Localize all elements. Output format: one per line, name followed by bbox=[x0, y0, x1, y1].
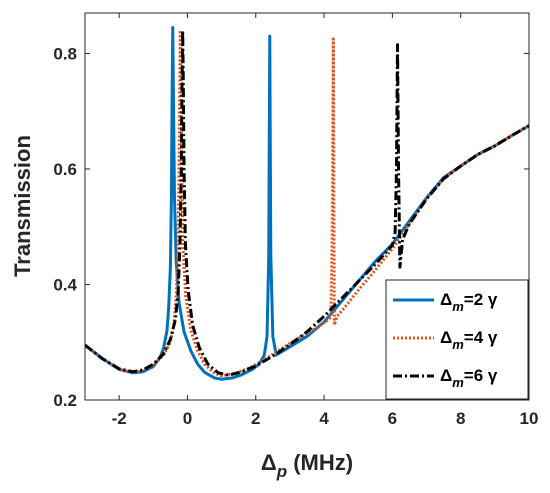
x-tick-label: 4 bbox=[319, 409, 329, 428]
legend: Δm=2 γ Δm=4 γ Δm=6 γ bbox=[385, 279, 529, 400]
y-tick-label: 0.8 bbox=[53, 44, 77, 63]
y-tick-label: 0.2 bbox=[53, 391, 77, 410]
y-tick-label: 0.4 bbox=[53, 275, 77, 294]
series-lines bbox=[85, 25, 529, 381]
x-tick-label: 10 bbox=[520, 409, 539, 428]
x-axis-label: Δp (MHz) bbox=[261, 450, 353, 481]
series-line-2 bbox=[85, 28, 529, 377]
x-tick-label: -2 bbox=[112, 409, 127, 428]
x-tick-label: 2 bbox=[251, 409, 260, 428]
y-tick-label: 0.6 bbox=[53, 160, 77, 179]
y-axis-label: Transmission bbox=[10, 135, 35, 277]
x-tick-label: 0 bbox=[183, 409, 192, 428]
x-tick-label: 8 bbox=[456, 409, 465, 428]
axis-ticks: -2 0 2 4 6 8 10 0.2 0.4 0.6 0.8 bbox=[53, 13, 538, 428]
x-tick-label: 6 bbox=[388, 409, 397, 428]
plot-frame bbox=[84, 12, 530, 401]
